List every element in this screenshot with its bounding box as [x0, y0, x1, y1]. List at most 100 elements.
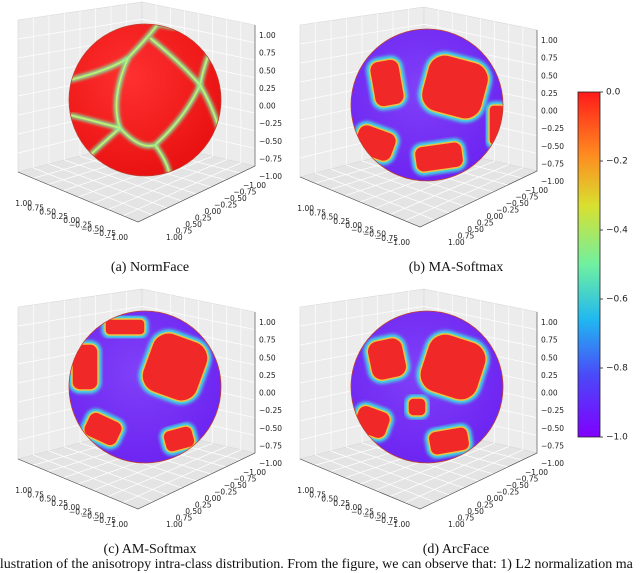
x-tick-label: −0.75	[93, 229, 116, 238]
grid-line	[374, 442, 495, 491]
z-tick-label: 1.00	[259, 318, 276, 327]
x-tick-label: −0.25	[69, 220, 92, 229]
patch	[71, 343, 99, 391]
y-tick-label: 0.00	[487, 494, 504, 503]
z-tick-label: −0.75	[541, 159, 564, 168]
sphere-rim	[350, 28, 504, 182]
y-tick-label: 1.00	[166, 233, 183, 242]
x-tick-label: −0.25	[351, 507, 374, 516]
subplot-caption: (c) AM-Softmax	[104, 542, 197, 557]
x-tick-label: 1.00	[15, 486, 32, 495]
x-tick-label: 1.00	[297, 204, 314, 213]
x-tick-label: 0.00	[63, 503, 80, 512]
y-tick-label: 0.25	[195, 214, 212, 223]
z-tick-label: −0.50	[541, 424, 564, 433]
x-tick-label: 0.25	[51, 499, 68, 508]
z-tick-label: 1.00	[541, 36, 558, 45]
z-tick-label: −0.75	[541, 441, 564, 450]
y-tick-label: −1.00	[525, 468, 548, 477]
z-tick-label: −0.75	[259, 441, 282, 450]
subplot-caption: (b) MA-Softmax	[409, 260, 504, 275]
y-tick-label: 0.50	[467, 225, 484, 234]
z-tick-label: 0.75	[259, 336, 276, 345]
z-tick-label: −0.25	[541, 406, 564, 415]
x-tick-label: 0.00	[63, 216, 80, 225]
x-tick-label: −1.00	[105, 520, 128, 529]
x-tick-label: −1.00	[387, 520, 410, 529]
z-tick-label: −0.25	[541, 124, 564, 133]
z-tick-label: −0.50	[259, 137, 282, 146]
y-tick-label: −0.75	[233, 475, 256, 484]
z-tick-label: 0.50	[259, 66, 276, 75]
patch	[83, 411, 123, 447]
y-tick-label: 0.75	[458, 232, 475, 241]
subplot: 1.001.001.000.750.750.750.500.500.500.25…	[297, 6, 564, 247]
y-tick-label: −1.00	[243, 468, 266, 477]
subplot: 1.001.001.000.750.750.750.500.500.500.25…	[297, 288, 564, 529]
x-tick-label: −0.50	[363, 512, 386, 521]
x-tick-label: 0.25	[51, 212, 68, 221]
y-tick-label: −0.75	[233, 188, 256, 197]
grid-line	[389, 446, 509, 497]
y-tick-label: 0.50	[185, 507, 202, 516]
z-tick-label: 0.00	[259, 389, 276, 398]
figure-caption: llustration of the anisotropy intra-clas…	[0, 557, 634, 572]
y-tick-label: 0.25	[477, 501, 494, 510]
y-tick-label: −0.25	[496, 488, 519, 497]
grid-line	[404, 167, 524, 222]
axis-line	[17, 312, 256, 510]
axis-line	[17, 25, 256, 223]
patch	[141, 332, 209, 402]
z-tick-label: 0.50	[541, 71, 558, 80]
x-tick-label: −0.50	[81, 225, 104, 234]
y-tick-label: −0.75	[515, 475, 538, 484]
grid-line	[122, 162, 242, 217]
x-tick-label: 0.75	[27, 203, 44, 212]
y-tick-label: −0.75	[515, 193, 538, 202]
x-tick-label: −1.00	[105, 233, 128, 242]
x-tick-label: 0.75	[27, 490, 44, 499]
y-tick-label: −0.25	[496, 206, 519, 215]
z-tick-label: 1.00	[541, 318, 558, 327]
patch	[419, 333, 487, 401]
x-tick-label: −1.00	[387, 238, 410, 247]
grid-line	[404, 449, 524, 504]
y-tick-label: 0.25	[195, 501, 212, 510]
z-tick-label: −1.00	[259, 172, 282, 181]
patch	[368, 58, 406, 108]
sphere-rim	[68, 23, 222, 177]
x-tick-label: −0.75	[93, 516, 116, 525]
y-tick-label: 0.75	[176, 227, 193, 236]
x-tick-label: 0.50	[39, 208, 56, 217]
z-tick-label: 0.00	[541, 389, 558, 398]
grid-line	[374, 160, 495, 209]
patch	[420, 54, 490, 120]
z-tick-label: 0.50	[541, 353, 558, 362]
x-tick-label: 0.50	[39, 495, 56, 504]
x-tick-label: −0.25	[69, 507, 92, 516]
grid-line	[107, 446, 227, 497]
y-tick-label: 0.25	[477, 219, 494, 228]
z-tick-label: −0.25	[259, 406, 282, 415]
subplot-caption: (a) NormFace	[111, 260, 189, 275]
boundary	[154, 144, 171, 176]
z-tick-label: 0.50	[259, 353, 276, 362]
z-tick-label: −0.50	[541, 142, 564, 151]
patch	[104, 318, 146, 336]
z-tick-label: 0.75	[541, 54, 558, 63]
z-tick-label: 0.75	[541, 336, 558, 345]
y-tick-label: −1.00	[525, 186, 548, 195]
colorbar	[577, 91, 601, 438]
x-tick-label: 0.00	[345, 503, 362, 512]
sphere-rim	[350, 310, 504, 464]
x-tick-label: 0.00	[345, 221, 362, 230]
colorbar-tick-label: −0.2	[606, 157, 628, 167]
grid-line	[122, 449, 242, 504]
grid-line	[107, 159, 227, 210]
grid-line	[92, 442, 213, 491]
subplot: 1.001.001.000.750.750.750.500.500.500.25…	[15, 1, 282, 242]
axis-line	[299, 30, 538, 228]
y-tick-label: 0.75	[176, 514, 193, 523]
x-tick-label: 0.25	[333, 499, 350, 508]
z-tick-label: 0.25	[259, 371, 276, 380]
